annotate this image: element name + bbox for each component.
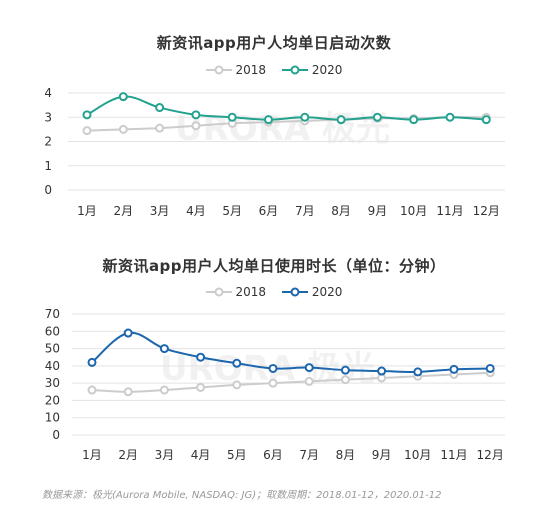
data-point-2018[interactable] <box>155 123 165 133</box>
x-tick-label: 9月 <box>372 448 392 462</box>
x-tick-label: 11月 <box>436 204 463 218</box>
data-point-2020[interactable] <box>159 344 169 354</box>
y-tick-label: 20 <box>45 393 60 407</box>
legend-2020-marker <box>281 65 308 75</box>
data-point-2020[interactable] <box>227 112 237 122</box>
data-point-2020[interactable] <box>409 115 419 125</box>
x-tick-label: 2月 <box>118 448 138 462</box>
y-tick-label: 3 <box>44 110 52 124</box>
legend-2020[interactable]: 2020 <box>281 285 343 299</box>
data-point-2018[interactable] <box>232 380 242 390</box>
x-tick-label: 1月 <box>77 204 97 218</box>
x-tick-label: 8月 <box>336 448 356 462</box>
data-point-2020[interactable] <box>336 115 346 125</box>
data-point-2020[interactable] <box>123 328 133 338</box>
x-tick-label: 11月 <box>440 448 467 462</box>
y-tick-label: 40 <box>45 359 60 373</box>
legend-2018-marker <box>205 287 232 297</box>
data-point-2020[interactable] <box>232 358 242 368</box>
x-tick-label: 7月 <box>299 448 319 462</box>
legend-2018-marker <box>205 65 232 75</box>
data-point-2020[interactable] <box>372 112 382 122</box>
x-tick-label: 12月 <box>477 448 504 462</box>
legend-2018[interactable]: 2018 <box>205 63 267 77</box>
data-point-2020[interactable] <box>340 365 350 375</box>
x-tick-label: 3月 <box>150 204 170 218</box>
data-point-2018[interactable] <box>191 121 201 131</box>
x-tick-label: 5月 <box>227 448 247 462</box>
data-point-2020[interactable] <box>300 112 310 122</box>
x-tick-label: 3月 <box>155 448 175 462</box>
data-point-2020[interactable] <box>82 110 92 120</box>
x-tick-label: 1月 <box>82 448 102 462</box>
legend-2018-label: 2018 <box>235 285 267 299</box>
data-point-2020[interactable] <box>449 364 459 374</box>
x-tick-label: 6月 <box>259 204 279 218</box>
y-tick-label: 2 <box>44 135 52 149</box>
x-tick-label: 5月 <box>222 204 242 218</box>
data-point-2018[interactable] <box>196 382 206 392</box>
chart1-legend: 2018 2020 <box>0 63 548 78</box>
data-point-2020[interactable] <box>264 115 273 125</box>
data-point-2018[interactable] <box>340 375 350 385</box>
data-point-2020[interactable] <box>377 366 387 376</box>
data-point-2018[interactable] <box>87 385 97 395</box>
data-point-2020[interactable] <box>87 357 97 367</box>
data-point-2018[interactable] <box>123 387 133 397</box>
legend-2018[interactable]: 2018 <box>205 285 267 299</box>
data-point-2020[interactable] <box>304 363 314 373</box>
legend-2020[interactable]: 2020 <box>281 63 343 77</box>
data-point-2018[interactable] <box>159 385 169 395</box>
data-point-2020[interactable] <box>481 115 491 125</box>
data-point-2020[interactable] <box>191 110 201 120</box>
source-note: 数据来源：极光(Aurora Mobile, NASDAQ: JG)；取数周期：… <box>42 490 442 501</box>
x-tick-label: 8月 <box>331 204 351 218</box>
data-point-2020[interactable] <box>413 367 423 377</box>
x-tick-label: 9月 <box>368 204 388 218</box>
y-tick-label: 50 <box>45 342 60 356</box>
x-tick-label: 4月 <box>186 204 206 218</box>
x-tick-label: 2月 <box>113 204 133 218</box>
x-tick-label: 4月 <box>191 448 211 462</box>
data-point-2018[interactable] <box>268 378 278 388</box>
y-tick-label: 0 <box>52 428 60 442</box>
y-tick-label: 30 <box>45 376 60 390</box>
legend-2018-label: 2018 <box>235 63 267 77</box>
y-tick-label: 10 <box>45 411 60 425</box>
y-tick-label: 70 <box>45 307 60 321</box>
data-point-2018[interactable] <box>304 376 314 386</box>
data-point-2020[interactable] <box>155 103 165 113</box>
x-tick-label: 6月 <box>263 448 283 462</box>
x-tick-label: 12月 <box>473 204 500 218</box>
data-point-2020[interactable] <box>196 352 206 362</box>
chart1-title: 新资讯app用户人均单日启动次数 <box>156 34 392 52</box>
y-tick-label: 60 <box>45 324 60 338</box>
chart2-title: 新资讯app用户人均单日使用时长（单位：分钟） <box>102 257 446 275</box>
legend-2020-marker <box>281 287 308 297</box>
y-tick-label: 0 <box>44 183 52 197</box>
x-tick-label: 7月 <box>295 204 315 218</box>
data-point-2018[interactable] <box>82 126 92 136</box>
data-point-2020[interactable] <box>485 363 495 373</box>
data-point-2018[interactable] <box>118 124 128 134</box>
legend-2020-label: 2020 <box>311 285 343 299</box>
x-tick-label: 10月 <box>400 204 427 218</box>
y-tick-label: 4 <box>44 86 52 100</box>
chart2-legend: 2018 2020 <box>0 285 548 300</box>
data-point-2020[interactable] <box>268 363 278 373</box>
x-tick-label: 10月 <box>404 448 431 462</box>
y-tick-label: 1 <box>44 159 52 173</box>
data-point-2020[interactable] <box>118 92 128 102</box>
data-point-2020[interactable] <box>445 112 455 122</box>
legend-2020-label: 2020 <box>311 63 343 77</box>
